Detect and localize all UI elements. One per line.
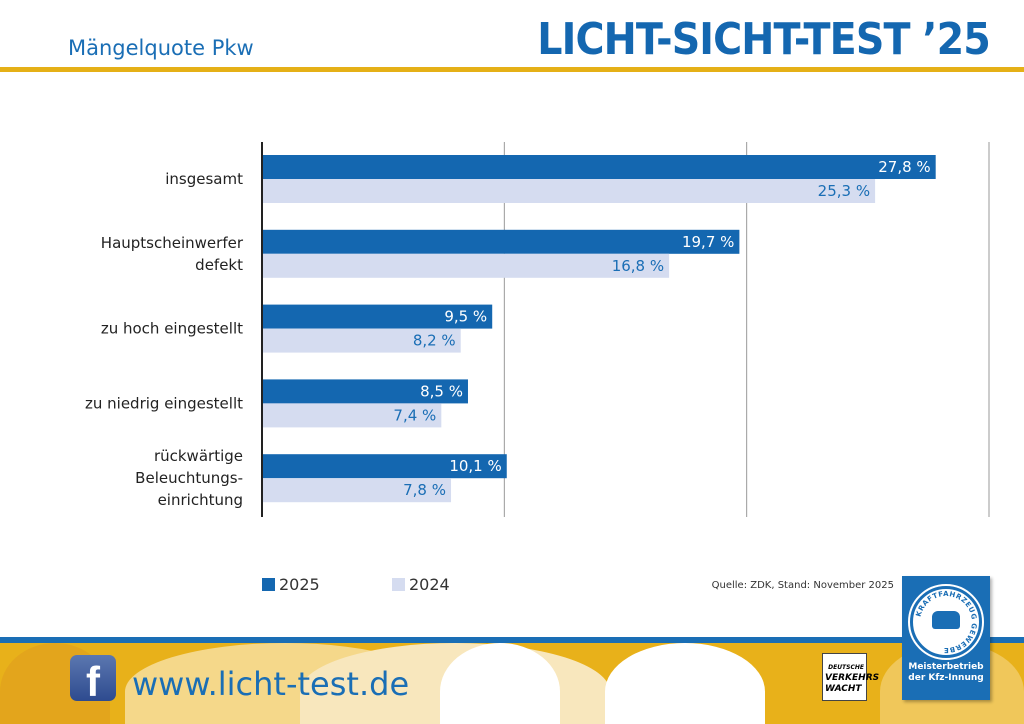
bar-2024 (262, 403, 442, 428)
legend-item-2025: 2025 (262, 575, 320, 594)
logo-text: VERKEHRS (825, 673, 880, 683)
legend-label: 2024 (409, 575, 450, 594)
category-label: rückwärtige (154, 447, 243, 465)
data-label: 8,5 % (420, 382, 463, 400)
category-label: Beleuchtungs- (135, 469, 243, 487)
bar-chart: 27,8 % 25,3 % insgesamt 19,7 % 16,8 % Hauptsc… (85, 142, 990, 517)
kfz-innung-badge: KRAFTFAHRZEUG GEWERBE Meisterbetrieb der… (902, 576, 990, 700)
bar-2025 (262, 454, 507, 479)
bar-2025 (262, 155, 936, 179)
category-label: zu hoch eingestellt (101, 320, 243, 338)
footer-decoration (605, 643, 765, 724)
legend-item-2024: 2024 (392, 575, 450, 594)
data-label: 25,3 % (818, 182, 870, 200)
data-label: 10,1 % (449, 457, 501, 475)
page-title: LICHT-SICHT-TEST ’25 (537, 14, 991, 65)
bar-2024 (262, 179, 876, 203)
facebook-icon[interactable]: f (70, 655, 116, 705)
badge-text: der Kfz-Innung (908, 673, 984, 683)
footer: f www.licht-test.de DEUTSCHE VERKEHRS WA… (0, 637, 1024, 724)
header-divider (0, 67, 1024, 72)
footer-decoration (440, 643, 560, 724)
legend-label: 2025 (279, 575, 320, 594)
chart-subtitle: Mängelquote Pkw (68, 36, 254, 60)
bar-2025 (262, 229, 740, 254)
logo-text: DEUTSCHE (828, 664, 864, 671)
kfz-gewerbe-seal: KRAFTFAHRZEUG GEWERBE (908, 584, 984, 660)
source-note: Quelle: ZDK, Stand: November 2025 (711, 580, 894, 591)
bar-2024 (262, 253, 670, 278)
legend-swatch (262, 578, 275, 591)
bar-2025 (262, 379, 468, 404)
data-label: 8,2 % (413, 332, 456, 350)
category-label: einrichtung (158, 491, 243, 509)
verkehrswacht-logo: DEUTSCHE VERKEHRS WACHT (822, 653, 880, 701)
category-label: Hauptscheinwerfer (101, 234, 244, 252)
data-label: 9,5 % (444, 308, 487, 326)
data-label: 27,8 % (878, 158, 930, 176)
bar-2024 (262, 478, 452, 503)
category-label: insgesamt (165, 170, 243, 188)
data-label: 19,7 % (682, 233, 734, 251)
footer-divider (0, 637, 1024, 643)
bar-2025 (262, 304, 493, 329)
badge-text: Meisterbetrieb (908, 662, 984, 672)
bar-2024 (262, 328, 461, 353)
website-link[interactable]: www.licht-test.de (132, 665, 410, 703)
car-icon (932, 611, 960, 629)
data-label: 16,8 % (612, 257, 664, 275)
logo-text: WACHT (825, 684, 862, 694)
category-label: zu niedrig eingestellt (85, 394, 243, 412)
data-label: 7,4 % (393, 406, 436, 424)
data-label: 7,8 % (403, 481, 446, 499)
legend-swatch (392, 578, 405, 591)
category-label: defekt (195, 256, 243, 274)
